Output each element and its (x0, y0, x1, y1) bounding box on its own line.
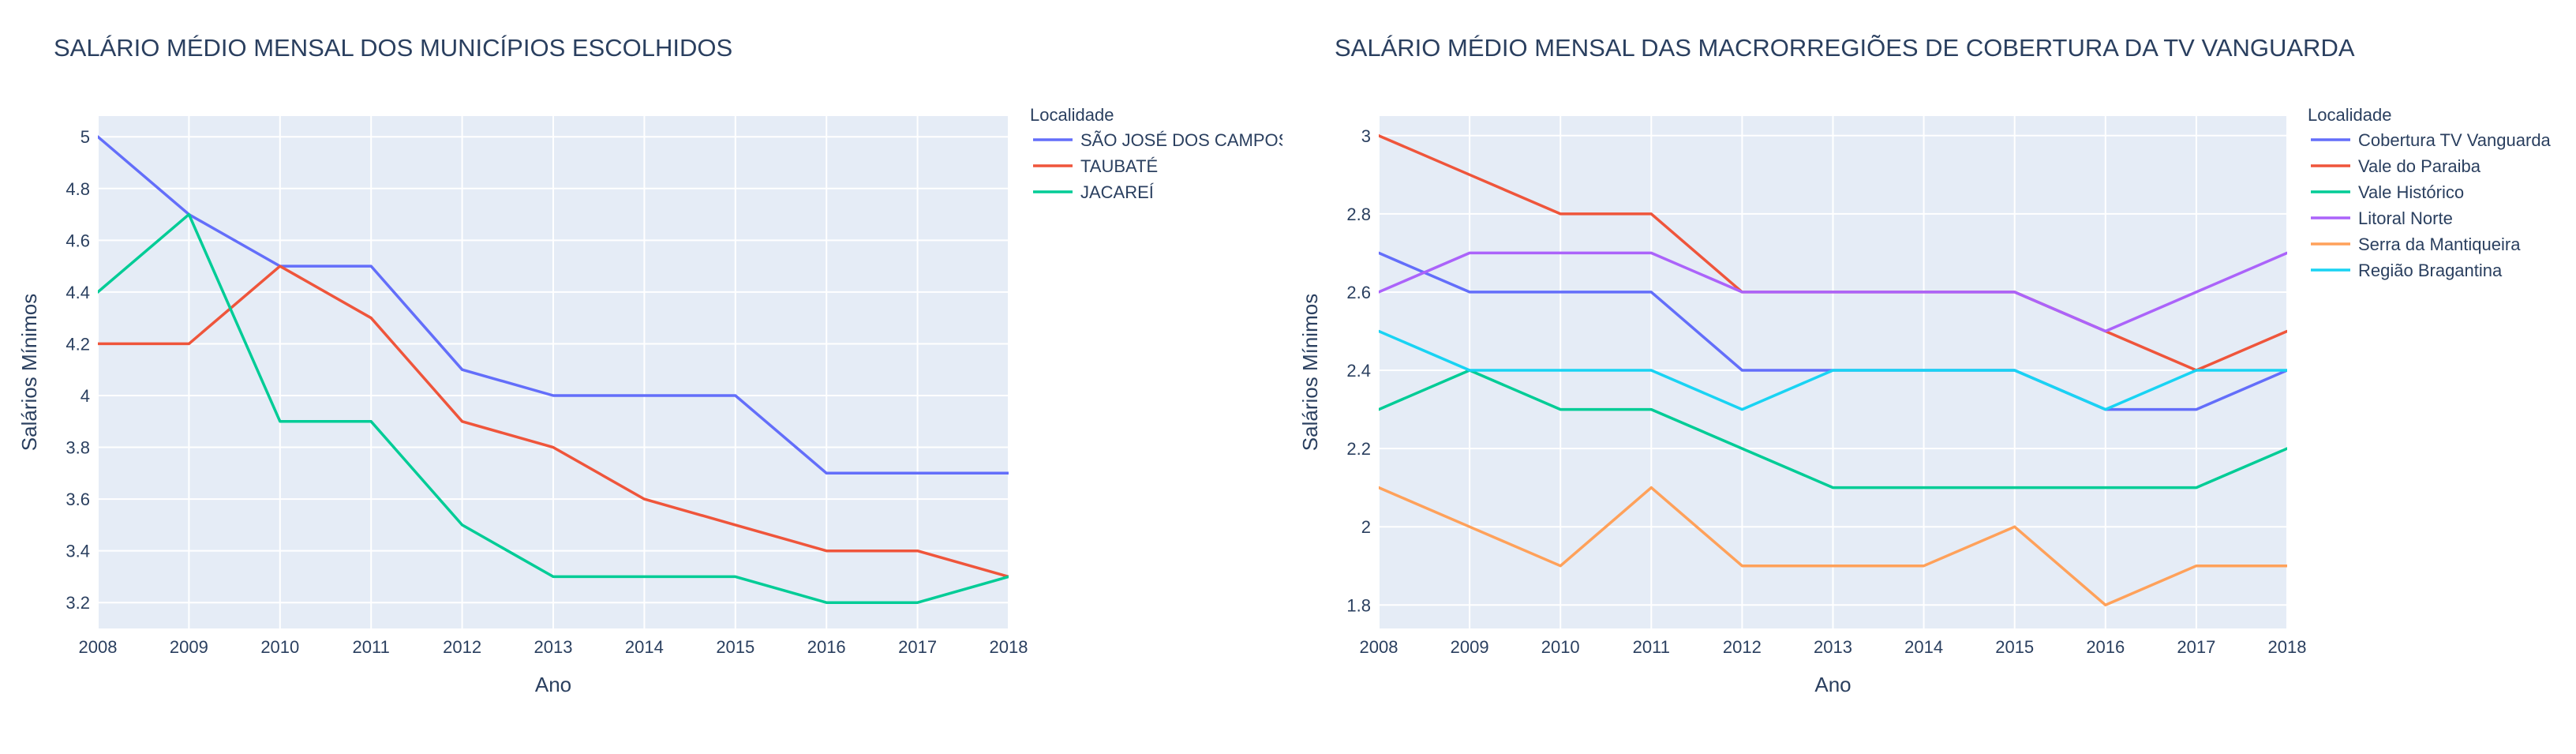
series-line (1379, 486, 2287, 607)
x-axis-label: Ano (1814, 673, 1851, 696)
x-tick-label: 2016 (2086, 637, 2125, 657)
legend-title: Localidade (2308, 105, 2391, 125)
y-axis-label: Salários Mínimos (17, 294, 41, 451)
y-tick-label: 3.6 (66, 490, 90, 509)
series-line (1379, 329, 2287, 411)
y-tick-label: 1.8 (1346, 595, 1371, 615)
chart-municipios: SALÁRIO MÉDIO MENSAL DOS MUNICÍPIOS ESCO… (17, 34, 1290, 696)
x-tick-label: 2008 (1360, 637, 1398, 657)
y-tick-label: 4.2 (66, 334, 90, 354)
chart-title: SALÁRIO MÉDIO MENSAL DAS MACRORREGIÕES D… (1335, 34, 2355, 62)
legend-entry-label: Vale do Paraiba (2358, 156, 2481, 176)
x-tick-label: 2012 (1723, 637, 1762, 657)
x-tick-label: 2015 (1995, 637, 2034, 657)
x-tick-label: 2009 (170, 637, 208, 657)
x-tick-label: 2018 (990, 637, 1028, 657)
series-line (1379, 369, 2287, 490)
x-tick-label: 2016 (807, 637, 846, 657)
chart-title: SALÁRIO MÉDIO MENSAL DOS MUNICÍPIOS ESCO… (54, 34, 732, 62)
legend-entry-label: SÃO JOSÉ DOS CAMPOS (1080, 130, 1290, 150)
x-tick-label: 2013 (534, 637, 573, 657)
legend-entry-label: Serra da Mantiqueira (2358, 234, 2521, 254)
series-lines (1379, 134, 2287, 607)
y-tick-label: 4 (80, 386, 90, 406)
legend: SÃO JOSÉ DOS CAMPOS TAUBATÉ JACAREÍ (1033, 130, 1290, 202)
legend-entry-label: Litoral Norte (2358, 208, 2453, 228)
y-tick-label: 2.6 (1346, 283, 1371, 302)
legend-entry-label: Cobertura TV Vanguarda (2358, 130, 2552, 150)
y-tick-label: 4.8 (66, 179, 90, 199)
x-tick-label: 2017 (2177, 637, 2215, 657)
y-tick-label: 2.2 (1346, 439, 1371, 459)
y-tick-label: 4.4 (66, 283, 90, 302)
series-line (98, 135, 1009, 475)
y-tick-label: 2.4 (1346, 361, 1371, 381)
x-tick-label: 2011 (1633, 637, 1670, 657)
x-tick-label: 2014 (625, 637, 664, 657)
x-axis-label: Ano (535, 673, 571, 696)
series-line (98, 212, 1009, 604)
y-tick-label: 3.8 (66, 438, 90, 458)
legend: Cobertura TV Vanguarda Vale do Paraiba Val… (2311, 130, 2552, 280)
series-lines (98, 135, 1009, 604)
y-tick-label: 4.6 (66, 231, 90, 250)
x-tick-label: 2009 (1451, 637, 1489, 657)
x-tick-label: 2014 (1904, 637, 1943, 657)
x-tick-label: 2011 (353, 637, 390, 657)
y-axis-label: Salários Mínimos (1298, 294, 1322, 451)
series-line (1379, 251, 2287, 333)
x-tick-label: 2010 (260, 637, 299, 657)
legend-entry-label: JACAREÍ (1080, 182, 1155, 202)
x-tick-label: 2017 (898, 637, 937, 657)
y-tick-label: 2 (1361, 517, 1371, 537)
x-tick-label: 2015 (716, 637, 754, 657)
x-tick-label: 2013 (1814, 637, 1852, 657)
legend-entry-label: Região Bragantina (2358, 261, 2503, 280)
y-tick-label: 5 (80, 127, 90, 147)
legend-entry-label: TAUBATÉ (1080, 156, 1158, 176)
y-tick-label: 2.8 (1346, 204, 1371, 224)
x-tick-label: 2008 (79, 637, 118, 657)
x-tick-label: 2018 (2268, 637, 2307, 657)
y-tick-label: 3.4 (66, 542, 90, 561)
x-tick-label: 2012 (443, 637, 481, 657)
legend-entry-label: Vale Histórico (2358, 182, 2464, 202)
y-tick-label: 3.2 (66, 593, 90, 613)
chart-macrorregioes: SALÁRIO MÉDIO MENSAL DAS MACRORREGIÕES D… (1298, 34, 2552, 696)
x-tick-label: 2010 (1541, 637, 1580, 657)
legend-title: Localidade (1030, 105, 1114, 125)
series-line (98, 264, 1009, 579)
y-tick-label: 3 (1361, 126, 1371, 146)
